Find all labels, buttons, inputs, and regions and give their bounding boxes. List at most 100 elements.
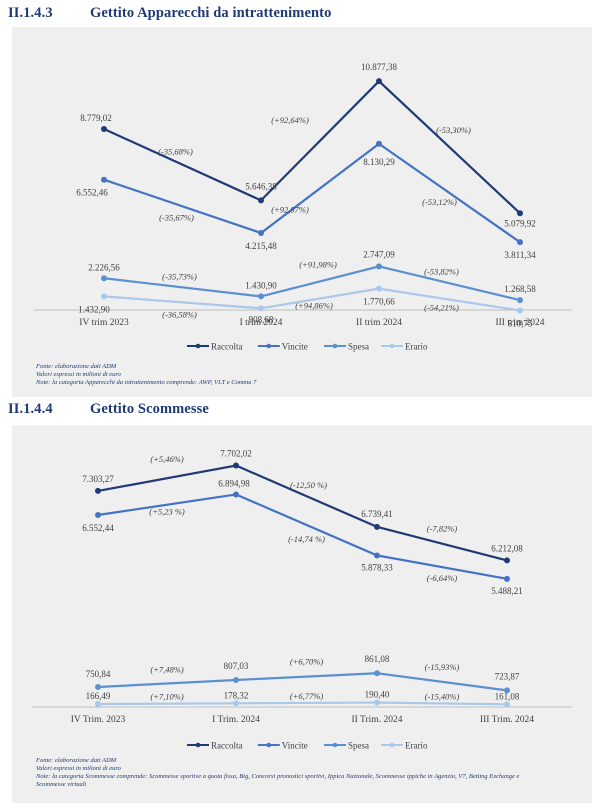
legend-marker	[332, 343, 338, 349]
data-point-raccolta	[376, 78, 382, 85]
data-point-vincite	[233, 491, 239, 498]
legend-marker	[266, 742, 272, 748]
change-label: (-15,93%)	[425, 662, 460, 672]
series-line-erario	[103, 287, 521, 312]
section-number: II.1.4.3	[8, 5, 53, 21]
data-point-erario	[504, 701, 510, 708]
change-label: (+94,86%)	[295, 300, 333, 310]
change-label: (+6,77%)	[290, 691, 324, 701]
data-point-raccolta	[233, 462, 239, 469]
x-tick-label: I Trim. 2024	[212, 715, 260, 725]
data-label: 3.811,34	[504, 250, 536, 260]
legend-label: Erario	[405, 342, 428, 352]
change-label: (-53,82%)	[424, 266, 459, 276]
data-point-raccolta	[517, 210, 523, 217]
change-label: (-6,64%)	[427, 573, 458, 583]
data-point-vincite	[376, 140, 382, 147]
note-category: Note: la categoria Scommesse comprende: …	[36, 773, 520, 780]
data-label: 10.877,38	[361, 62, 398, 72]
data-point-vincite	[517, 239, 523, 246]
change-label: (+7,10%)	[150, 692, 184, 702]
chart-panel-scommesse: IV Trim. 2023 I Trim. 2024 II Trim. 2024 II…	[12, 425, 592, 803]
data-point-raccolta	[258, 197, 264, 204]
data-label: 6.552,44	[82, 523, 114, 533]
change-label: (-35,67%)	[159, 212, 194, 222]
x-tick-label: IV trim 2023	[79, 318, 129, 328]
data-point-erario	[233, 700, 239, 707]
data-label: 5.878,33	[361, 562, 393, 572]
data-point-raccolta	[95, 487, 101, 494]
change-label: (-14,74 %)	[288, 534, 325, 544]
data-point-erario	[517, 307, 523, 314]
note-source: Fonte: elaborazione dati ADM	[36, 363, 117, 370]
series-line-vincite	[97, 493, 508, 580]
legend-marker	[195, 742, 201, 748]
data-point-vincite	[504, 575, 510, 582]
data-label: 1.432,90	[78, 304, 110, 314]
data-point-vincite	[374, 552, 380, 559]
data-label: 807,03	[224, 661, 249, 671]
series-line-raccolta	[103, 79, 521, 215]
data-label: 6.212,08	[491, 543, 523, 553]
x-tick-label: II Trim. 2024	[352, 715, 403, 725]
data-label: 6.894,98	[218, 478, 250, 488]
data-point-raccolta	[374, 523, 380, 530]
data-label: 5.646,38	[245, 181, 277, 191]
legend-label: Vincite	[282, 342, 308, 352]
legend-label: Spesa	[348, 342, 369, 352]
note-source: Fonte: elaborazione dati ADM	[36, 757, 117, 764]
data-label: 166,49	[86, 691, 111, 701]
note-units: Valori espressi in milioni di euro	[36, 765, 121, 772]
change-label: (+92,87%)	[271, 204, 309, 214]
data-point-spesa	[101, 275, 107, 282]
data-label: 7.303,27	[82, 474, 114, 484]
data-label: 1.770,66	[363, 297, 395, 307]
x-tick-label: III Trim. 2024	[480, 715, 534, 725]
note-units: Valori espressi in milioni di euro	[36, 371, 121, 378]
legend-label: Raccolta	[211, 741, 242, 751]
data-label: 750,84	[86, 669, 111, 679]
data-point-spesa	[374, 670, 380, 677]
legend-marker	[195, 343, 201, 349]
data-point-vincite	[258, 229, 264, 236]
data-label: 723,87	[495, 671, 520, 681]
data-point-raccolta	[101, 125, 107, 132]
data-label: 5.079,92	[504, 218, 536, 228]
change-label: (-12,50 %)	[290, 480, 327, 490]
legend-marker	[266, 343, 272, 349]
data-label: 5.488,21	[491, 586, 523, 596]
data-label: 1.268,58	[504, 284, 536, 294]
change-label: (-35,68%)	[158, 147, 193, 157]
section-title-text: Gettito Apparecchi da intrattenimento	[90, 5, 332, 21]
note-category-cont: Scommesse virtuali	[36, 781, 87, 788]
change-label: (+6,70%)	[290, 657, 324, 667]
chart-notes-scommesse: Fonte: elaborazione dati ADM Valori espr…	[36, 757, 519, 789]
data-point-spesa	[504, 687, 510, 694]
legend-label: Erario	[405, 741, 428, 751]
x-tick-label: II trim 2024	[356, 318, 402, 328]
data-label: 4.215,48	[245, 241, 277, 251]
section-title-text: Gettito Scommesse	[90, 401, 209, 417]
data-label: 1.430,90	[245, 280, 277, 290]
x-tick-label: I trim 2024	[240, 318, 283, 328]
change-label: (-7,82%)	[427, 524, 458, 534]
data-point-erario	[95, 701, 101, 707]
series-line-raccolta	[97, 464, 508, 562]
chart-panel-apparecchi: IV trim 2023 I trim 2024 II trim 2024 III t…	[12, 27, 592, 397]
section-title-scommesse: II.1.4.4 Gettito Scommesse	[8, 401, 209, 418]
data-point-spesa	[95, 684, 101, 690]
change-label: (+92,64%)	[271, 115, 309, 125]
change-label: (-53,12%)	[422, 197, 457, 207]
change-label: (-54,21%)	[424, 303, 459, 313]
chart-notes-apparecchi: Fonte: elaborazione dati ADM Valori espr…	[36, 363, 256, 387]
data-label: 8.130,29	[363, 157, 395, 167]
data-point-erario	[376, 285, 382, 292]
change-label: (-36,58%)	[162, 309, 197, 319]
note-category: Note: la categoria Apparecchi da intratt…	[36, 379, 257, 386]
legend-label: Raccolta	[211, 342, 242, 352]
legend-label: Vincite	[282, 741, 308, 751]
data-label: 7.702,02	[220, 449, 252, 459]
change-label: (+7,48%)	[150, 664, 184, 674]
series-line-erario	[97, 701, 508, 706]
chart-scommesse: IV Trim. 2023 I Trim. 2024 II Trim. 2024 II…	[32, 449, 572, 751]
